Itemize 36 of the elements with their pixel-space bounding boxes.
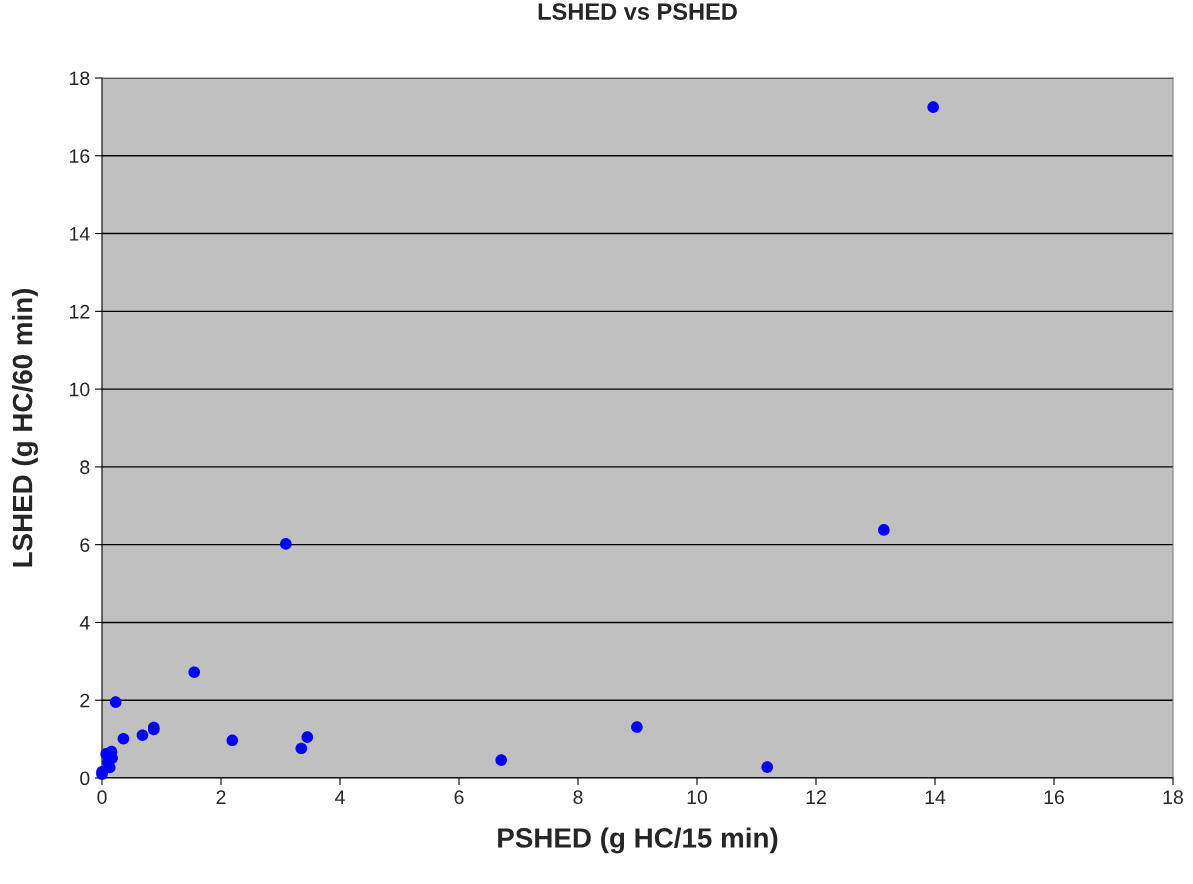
y-axis-title: LSHED (g HC/60 min) xyxy=(12,288,39,567)
x-tick-label: 8 xyxy=(573,790,583,805)
y-tick-label: 10 xyxy=(70,382,90,397)
y-tick-label: 6 xyxy=(80,538,90,552)
point xyxy=(495,754,508,766)
y-tick-label: 14 xyxy=(70,227,90,241)
point xyxy=(280,538,292,550)
point xyxy=(226,734,239,747)
y-tick-label: 18 xyxy=(70,71,90,86)
x-axis-title: PSHED (g HC/15 min) xyxy=(498,827,778,854)
x-tick-label: 10 xyxy=(687,790,708,805)
point xyxy=(927,101,940,113)
y-tick-label: 4 xyxy=(79,616,90,630)
x-tick-label: 4 xyxy=(335,790,345,804)
x-tick-label: 14 xyxy=(925,790,946,804)
x-tick-label: 18 xyxy=(1163,790,1183,805)
point xyxy=(301,731,314,743)
x-tick-label: 2 xyxy=(216,790,226,804)
x-tick-label: 12 xyxy=(806,790,826,804)
point xyxy=(761,761,774,773)
point xyxy=(136,729,149,742)
y-tick-label: 2 xyxy=(80,693,90,708)
point xyxy=(295,742,308,755)
point xyxy=(878,524,890,536)
y-tick-label: 0 xyxy=(80,771,90,786)
y-tick-label: 16 xyxy=(70,149,90,164)
y-tick-label: 8 xyxy=(80,460,90,475)
y-tick-label: 12 xyxy=(70,304,90,319)
x-tick-label: 6 xyxy=(454,790,464,805)
point xyxy=(117,732,130,745)
point xyxy=(109,696,122,708)
x-tick-label: 16 xyxy=(1044,790,1064,805)
x-tick-label: 0 xyxy=(97,790,107,805)
chart-title: LSHED vs PSHED xyxy=(538,3,737,20)
point xyxy=(631,721,643,733)
point xyxy=(188,666,201,679)
